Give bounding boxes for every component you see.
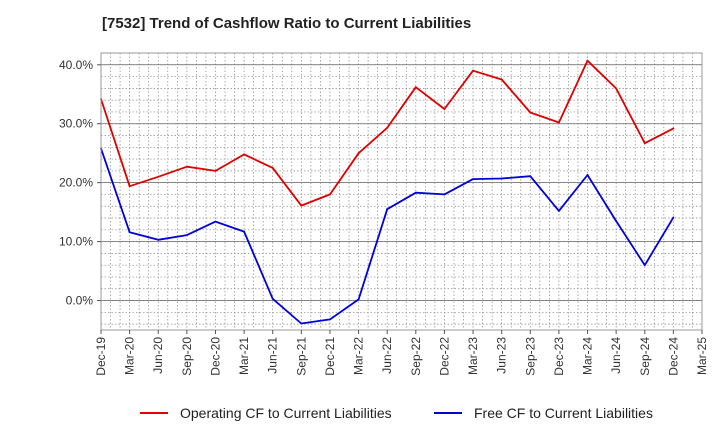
legend-item-operating-cf: Operating CF to Current Liabilities xyxy=(140,405,392,421)
x-tick-label: Sep-20 xyxy=(180,337,194,376)
legend-swatch-operating-cf xyxy=(140,412,168,414)
data-point-free-cf xyxy=(157,238,160,241)
x-tick-label: Dec-19 xyxy=(94,337,108,376)
legend-label-free-cf: Free CF to Current Liabilities xyxy=(474,405,653,421)
data-point-operating-cf xyxy=(271,167,274,169)
data-point-free-cf xyxy=(185,234,188,237)
data-point-free-cf xyxy=(558,210,560,212)
data-point-operating-cf xyxy=(386,126,389,129)
x-tick-label: Dec-24 xyxy=(666,337,680,376)
x-tick-label: Sep-22 xyxy=(409,337,423,376)
y-tick-label: 40.0% xyxy=(59,58,93,72)
x-tick-label: Mar-23 xyxy=(466,337,480,375)
data-point-operating-cf xyxy=(357,152,360,155)
data-point-free-cf xyxy=(128,231,131,234)
y-tick-label: 10.0% xyxy=(59,235,93,249)
data-point-free-cf xyxy=(386,208,389,211)
data-point-operating-cf xyxy=(329,193,331,196)
data-point-free-cf xyxy=(672,216,675,219)
x-tick-label: Jun-24 xyxy=(609,337,623,374)
data-point-free-cf xyxy=(615,220,618,222)
data-point-free-cf xyxy=(414,191,417,194)
legend: Operating CF to Current Liabilities Free… xyxy=(0,405,720,425)
grid-lines xyxy=(100,52,703,330)
x-tick-label: Mar-25 xyxy=(695,337,709,375)
data-point-free-cf xyxy=(357,298,360,301)
data-point-operating-cf xyxy=(214,169,217,172)
x-tick-label: Sep-21 xyxy=(294,337,308,376)
data-point-operating-cf xyxy=(586,59,589,62)
data-point-operating-cf xyxy=(500,78,503,81)
data-point-operating-cf xyxy=(414,86,417,89)
x-tick-label: Jun-23 xyxy=(495,337,509,374)
x-tick-label: Mar-20 xyxy=(123,337,137,375)
x-tick-label: Dec-21 xyxy=(323,337,337,376)
legend-item-free-cf: Free CF to Current Liabilities xyxy=(434,405,653,421)
y-tick-label: 30.0% xyxy=(59,117,93,131)
data-point-free-cf xyxy=(243,230,245,233)
axes: 0.0% 10.0% 20.0% 30.0% 40.0% Dec-19 Mar-20 Jun-… xyxy=(59,52,709,376)
data-point-operating-cf xyxy=(157,175,160,178)
y-tick-label: 0.0% xyxy=(66,294,94,308)
data-point-operating-cf xyxy=(128,185,131,188)
data-point-operating-cf xyxy=(443,108,446,110)
x-tick-label: Mar-24 xyxy=(581,337,595,375)
data-point-free-cf xyxy=(271,297,274,300)
x-tick-label: Dec-22 xyxy=(437,337,451,376)
legend-label-operating-cf: Operating CF to Current Liabilities xyxy=(180,405,392,421)
x-tick-label: Mar-22 xyxy=(352,337,366,375)
plot-frame xyxy=(100,52,703,331)
data-point-operating-cf xyxy=(243,153,245,156)
data-point-operating-cf xyxy=(185,165,188,168)
data-point-operating-cf xyxy=(558,121,560,124)
data-point-operating-cf xyxy=(672,127,675,130)
data-point-operating-cf xyxy=(472,69,474,72)
x-tick-label: Dec-23 xyxy=(552,337,566,376)
y-tick-label: 20.0% xyxy=(59,176,93,190)
data-point-free-cf xyxy=(643,264,646,267)
data-point-free-cf xyxy=(443,193,446,196)
x-tick-label: Sep-24 xyxy=(638,337,652,376)
x-tick-label: Jun-21 xyxy=(266,337,280,374)
data-point-operating-cf xyxy=(643,142,646,145)
x-tick-label: Dec-20 xyxy=(208,337,222,376)
legend-swatch-free-cf xyxy=(434,412,462,414)
data-point-free-cf xyxy=(529,175,532,178)
x-tick-label: Jun-20 xyxy=(151,337,165,374)
data-point-operating-cf xyxy=(529,111,532,114)
x-tick-label: Jun-22 xyxy=(380,337,394,374)
data-point-free-cf xyxy=(300,322,303,325)
data-point-free-cf xyxy=(472,178,474,181)
data-point-operating-cf xyxy=(300,204,303,207)
x-tick-label: Sep-23 xyxy=(523,337,537,376)
data-point-free-cf xyxy=(329,318,331,321)
data-point-free-cf xyxy=(500,177,503,180)
data-point-operating-cf xyxy=(615,87,618,90)
data-point-free-cf xyxy=(586,174,589,176)
data-point-free-cf xyxy=(214,220,217,223)
chart-title: [7532] Trend of Cashflow Ratio to Curren… xyxy=(102,15,472,32)
x-tick-label: Mar-21 xyxy=(237,337,251,375)
